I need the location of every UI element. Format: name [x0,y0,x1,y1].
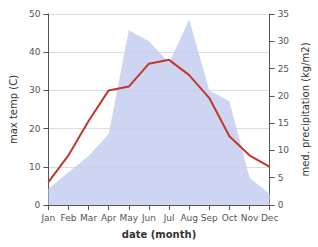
svg-text:Jun: Jun [141,213,156,223]
svg-text:30: 30 [29,85,41,95]
svg-text:Mar: Mar [80,213,97,223]
svg-text:10: 10 [278,145,290,155]
svg-text:Nov: Nov [241,213,259,223]
svg-text:5: 5 [278,173,284,183]
svg-text:max temp (C): max temp (C) [8,75,19,144]
svg-text:Dec: Dec [261,213,278,223]
svg-text:Feb: Feb [61,213,77,223]
svg-text:Apr: Apr [101,213,117,223]
svg-text:May: May [120,213,139,223]
svg-text:Jan: Jan [40,213,55,223]
svg-text:30: 30 [278,36,290,46]
svg-text:20: 20 [278,91,290,101]
svg-text:Aug: Aug [180,213,198,223]
svg-text:25: 25 [278,64,289,74]
svg-text:15: 15 [278,118,289,128]
svg-text:Sep: Sep [201,213,218,223]
svg-text:Jul: Jul [163,213,175,223]
svg-text:20: 20 [29,124,41,134]
svg-text:35: 35 [278,9,289,19]
svg-text:0: 0 [278,200,284,210]
svg-text:40: 40 [29,47,41,57]
svg-text:0: 0 [35,200,41,210]
svg-text:50: 50 [29,9,41,19]
svg-text:med. precipitation (kg/m2): med. precipitation (kg/m2) [300,42,311,176]
svg-text:Oct: Oct [222,213,238,223]
svg-text:date (month): date (month) [122,229,196,240]
svg-text:10: 10 [29,162,41,172]
